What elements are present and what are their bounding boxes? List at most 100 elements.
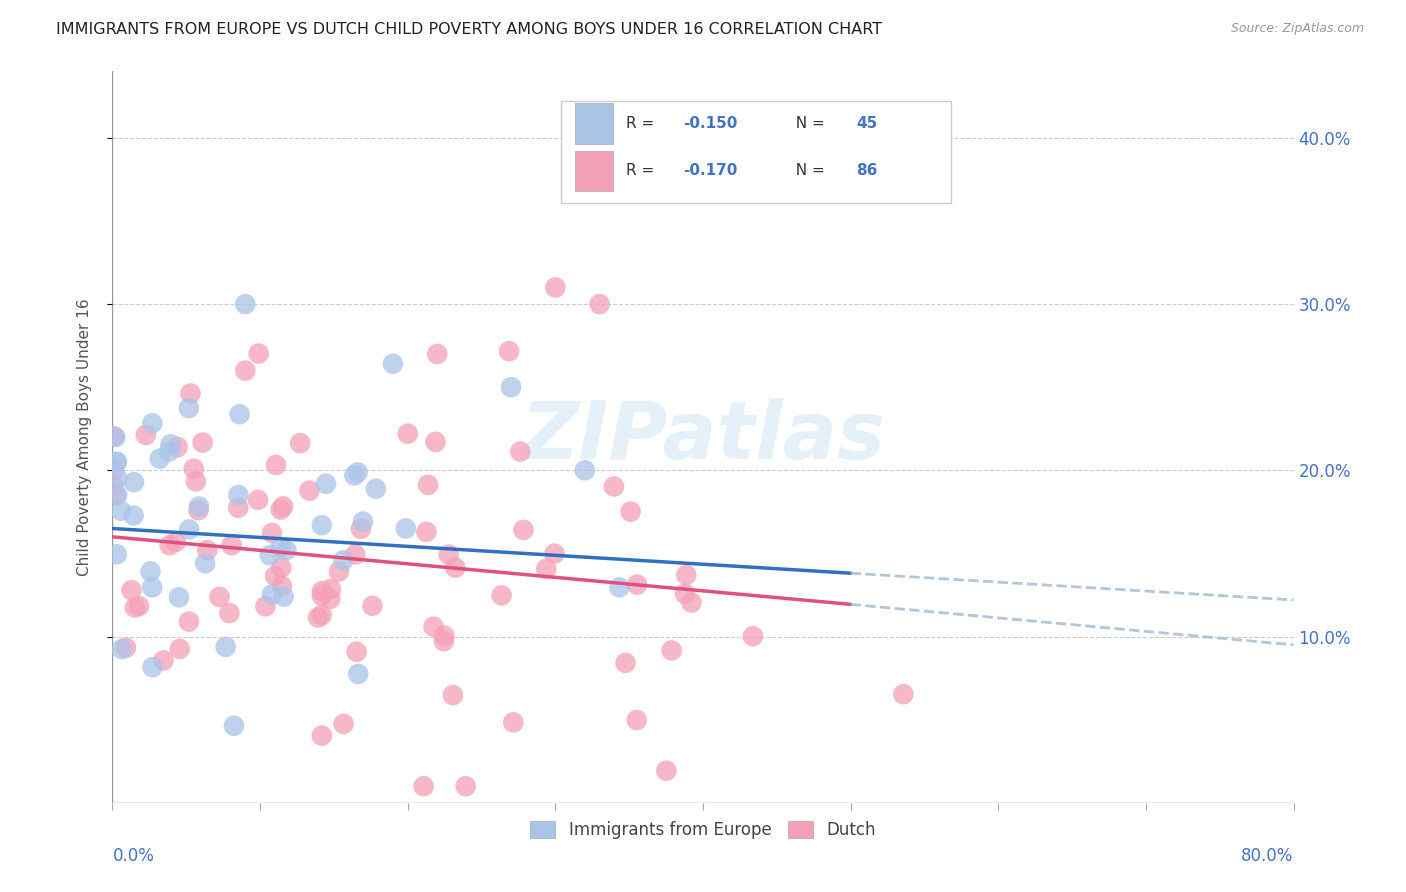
Point [673, 587, 696, 601]
Point [188, 500, 211, 514]
Point [298, 483, 321, 498]
Point [101, 478, 124, 492]
Point [141, 660, 163, 674]
Point [195, 543, 218, 558]
Point [543, 547, 565, 561]
Bar [575, 103, 613, 144]
Point [122, 475, 145, 490]
Point [271, 500, 294, 514]
Point [105, 455, 128, 469]
Point [194, 556, 217, 570]
Point [395, 521, 418, 535]
Point [260, 587, 283, 601]
Point [177, 615, 200, 629]
Point [509, 444, 531, 458]
Point [103, 463, 125, 477]
Text: R =: R = [626, 116, 659, 131]
Point [311, 589, 333, 603]
Point [328, 565, 350, 579]
Point [105, 547, 128, 561]
Point [115, 640, 138, 655]
Point [149, 451, 172, 466]
Point [187, 503, 209, 517]
Point [619, 164, 641, 178]
Point [233, 297, 256, 311]
Point [544, 280, 567, 294]
Point [614, 656, 637, 670]
Bar [575, 151, 613, 191]
Point [501, 380, 523, 394]
Point [183, 462, 205, 476]
Point [222, 719, 245, 733]
Point [319, 582, 342, 596]
Point [139, 565, 162, 579]
Point [361, 599, 384, 613]
Point [502, 715, 524, 730]
Point [191, 435, 214, 450]
Point [350, 522, 373, 536]
Point [626, 713, 648, 727]
Point [441, 688, 464, 702]
Point [332, 716, 354, 731]
Point [315, 476, 337, 491]
Point [270, 502, 292, 516]
Point [343, 468, 366, 483]
Point [290, 436, 312, 450]
Point [152, 653, 174, 667]
Point [208, 590, 231, 604]
Point [276, 543, 298, 558]
Point [396, 426, 419, 441]
Point [681, 596, 703, 610]
Point [228, 488, 250, 502]
Point [626, 577, 648, 591]
Text: ZIPatlas: ZIPatlas [520, 398, 886, 476]
Point [169, 641, 191, 656]
Point [179, 523, 201, 537]
Point [260, 526, 283, 541]
Text: 86: 86 [856, 163, 877, 178]
Point [433, 634, 456, 648]
Point [347, 667, 370, 681]
Point [498, 344, 520, 359]
Point [609, 580, 631, 594]
Point [159, 538, 181, 552]
Point [254, 599, 277, 614]
Point [177, 401, 200, 416]
Text: Source: ZipAtlas.com: Source: ZipAtlas.com [1230, 22, 1364, 36]
Point [214, 640, 236, 654]
Text: R =: R = [626, 163, 659, 178]
Point [346, 466, 368, 480]
Point [135, 428, 157, 442]
Point [270, 540, 292, 554]
Point [105, 488, 128, 502]
Point [588, 297, 610, 311]
Point [454, 779, 477, 793]
Point [307, 610, 329, 624]
Point [311, 608, 333, 623]
Text: 80.0%: 80.0% [1241, 847, 1294, 864]
Legend: Immigrants from Europe, Dutch: Immigrants from Europe, Dutch [523, 814, 883, 846]
Point [104, 488, 127, 502]
Point [603, 479, 626, 493]
Point [574, 463, 596, 477]
Point [661, 643, 683, 657]
Point [228, 407, 250, 421]
Point [218, 606, 240, 620]
Point [226, 500, 249, 515]
Point [264, 569, 287, 583]
Text: -0.170: -0.170 [683, 163, 737, 178]
Point [264, 458, 287, 472]
Point [536, 562, 558, 576]
Point [247, 346, 270, 360]
Point [437, 548, 460, 562]
Point [415, 524, 437, 539]
Point [179, 386, 201, 401]
Point [111, 642, 134, 657]
Point [221, 538, 243, 552]
Text: -0.150: -0.150 [683, 116, 737, 131]
Point [311, 518, 333, 533]
Point [128, 599, 150, 614]
Point [311, 729, 333, 743]
Point [270, 560, 292, 574]
Point [110, 504, 132, 518]
